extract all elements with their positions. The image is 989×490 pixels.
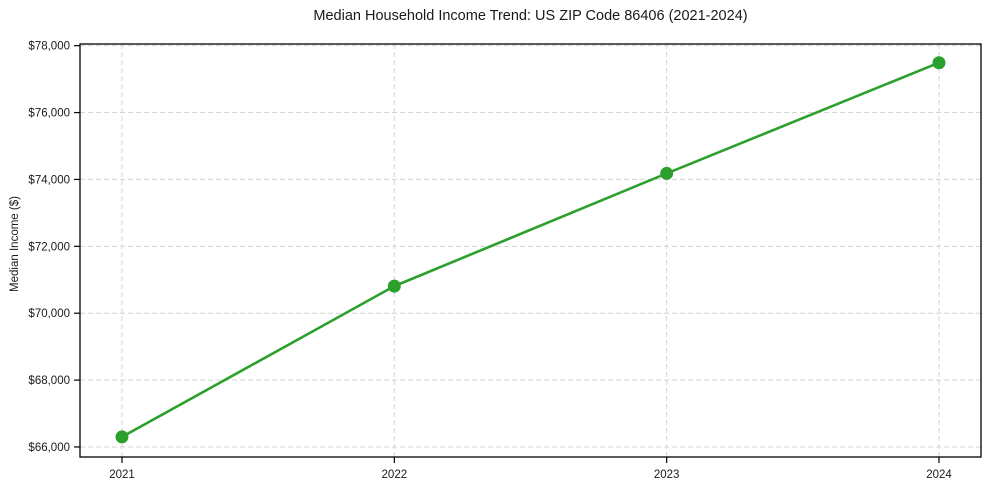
- y-tick-label: $74,000: [28, 174, 70, 186]
- x-tick-label: 2023: [654, 469, 680, 481]
- plot-border: [79, 43, 982, 458]
- data-point-marker: [932, 56, 946, 70]
- y-tick-label: $66,000: [28, 442, 70, 454]
- data-point-marker: [660, 166, 674, 180]
- y-tick-label: $72,000: [28, 241, 70, 253]
- y-tick-label: $78,000: [28, 41, 70, 53]
- y-tick-label: $68,000: [28, 375, 70, 387]
- chart-title: Median Household Income Trend: US ZIP Co…: [313, 8, 748, 24]
- x-tick-label: 2022: [382, 469, 408, 481]
- y-tick-label: $70,000: [28, 308, 70, 320]
- data-point-marker: [387, 279, 401, 293]
- x-tick-label: 2024: [926, 469, 952, 481]
- data-point-marker: [115, 430, 129, 444]
- y-tick-label: $76,000: [28, 108, 70, 120]
- x-tick-label: 2021: [109, 469, 135, 481]
- trend-line: [120, 61, 941, 439]
